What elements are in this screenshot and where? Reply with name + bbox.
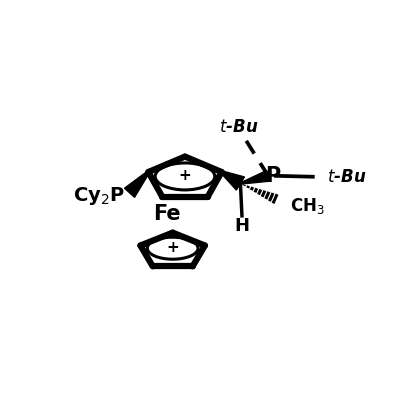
Text: +: + — [179, 168, 191, 183]
Polygon shape — [148, 156, 222, 197]
Text: $t$-Bu: $t$-Bu — [219, 118, 258, 136]
Text: H: H — [234, 217, 250, 235]
Polygon shape — [240, 170, 270, 184]
Text: Fe: Fe — [153, 204, 180, 224]
Polygon shape — [140, 233, 205, 266]
Text: Cy$_2$P: Cy$_2$P — [73, 185, 125, 207]
Polygon shape — [221, 171, 244, 190]
Polygon shape — [124, 171, 149, 197]
Text: CH$_3$: CH$_3$ — [290, 196, 324, 216]
Text: $t$-Bu: $t$-Bu — [327, 168, 366, 186]
Text: P: P — [265, 166, 280, 186]
Text: +: + — [166, 240, 179, 255]
